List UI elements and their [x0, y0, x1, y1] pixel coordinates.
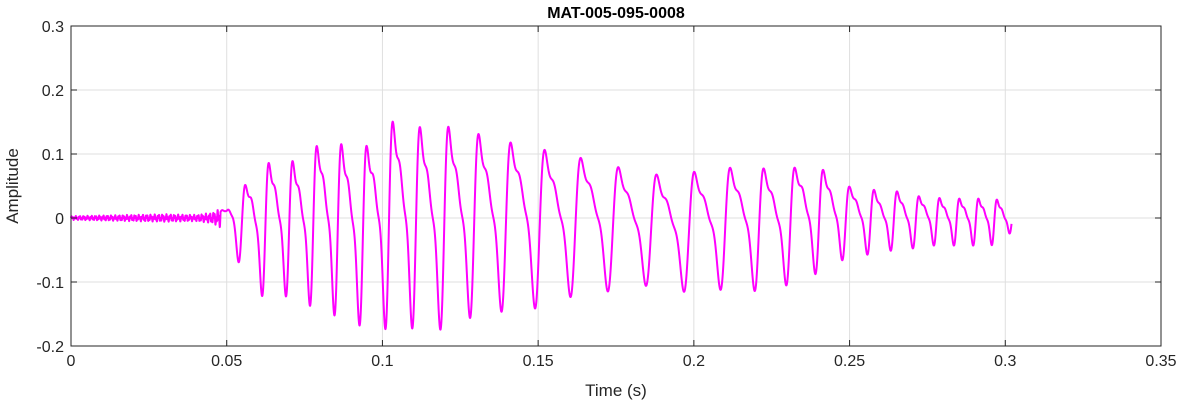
series-line [70, 120, 1013, 331]
y-tick-label: -0.2 [36, 339, 64, 356]
y-tick-label: 0.2 [42, 83, 64, 100]
x-tick-label: 0.3 [994, 353, 1016, 370]
x-axis-label: Time (s) [585, 381, 647, 400]
chart-title: MAT-005-095-0008 [547, 5, 685, 22]
x-tick-label: 0 [67, 353, 76, 370]
x-tick-label: 0.35 [1145, 353, 1176, 370]
y-tick-label: 0.1 [42, 147, 64, 164]
x-tick-label: 0.25 [834, 353, 865, 370]
plot-frame [70, 25, 1162, 347]
y-tick-label: -0.1 [36, 275, 64, 292]
y-axis-label: Amplitude [3, 148, 22, 224]
ticks: 0 0.05 0.1 0.15 0.2 0.25 0.3 0.35 -0.2 -0.1 0 0.1 0.… [36, 19, 1176, 370]
x-tick-label: 0.05 [211, 353, 242, 370]
y-tick-label: 0.3 [42, 19, 64, 36]
y-tick-label: 0 [55, 211, 64, 228]
x-tick-label: 0.1 [371, 353, 393, 370]
x-tick-label: 0.15 [523, 353, 554, 370]
x-tick-label: 0.2 [683, 353, 705, 370]
series-layer [70, 120, 1013, 331]
